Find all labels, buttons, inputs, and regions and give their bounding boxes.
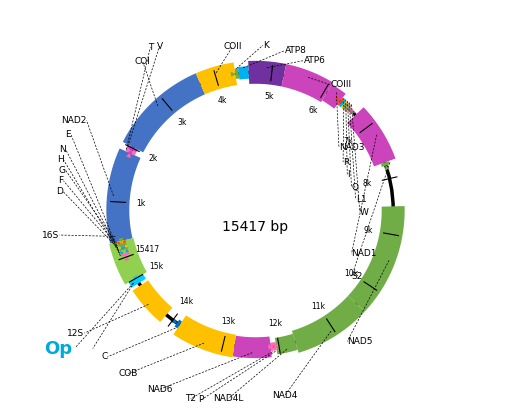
Text: 11k: 11k: [311, 302, 325, 310]
Polygon shape: [348, 206, 405, 312]
Text: COII: COII: [223, 42, 242, 51]
Polygon shape: [270, 342, 274, 351]
Polygon shape: [275, 334, 298, 354]
Text: S2: S2: [352, 272, 363, 281]
Polygon shape: [118, 242, 127, 247]
Polygon shape: [344, 104, 352, 112]
Text: V: V: [156, 42, 162, 50]
Polygon shape: [339, 100, 346, 107]
Polygon shape: [282, 64, 333, 102]
Text: 1k: 1k: [136, 199, 146, 208]
Text: 15417 bp: 15417 bp: [222, 220, 289, 234]
Polygon shape: [119, 247, 128, 252]
Polygon shape: [248, 61, 286, 87]
Polygon shape: [123, 74, 205, 152]
Text: C: C: [101, 352, 107, 361]
Text: L1: L1: [356, 195, 366, 204]
Polygon shape: [292, 296, 365, 353]
Polygon shape: [196, 63, 237, 94]
Text: G: G: [59, 166, 66, 175]
Text: Op: Op: [44, 339, 72, 357]
Polygon shape: [121, 252, 129, 257]
Polygon shape: [119, 245, 127, 249]
Polygon shape: [173, 315, 236, 357]
Polygon shape: [129, 274, 146, 288]
Text: 9k: 9k: [364, 226, 373, 235]
Polygon shape: [106, 148, 141, 244]
Text: NAD4L: NAD4L: [213, 394, 244, 403]
Text: COI: COI: [135, 58, 151, 66]
Text: NAD4: NAD4: [272, 391, 297, 400]
Polygon shape: [347, 107, 396, 166]
Polygon shape: [120, 249, 129, 255]
Text: 12S: 12S: [67, 328, 84, 338]
Text: 15k: 15k: [149, 262, 163, 271]
Text: P: P: [199, 395, 204, 404]
Text: K: K: [263, 41, 269, 50]
Text: NAD1: NAD1: [352, 249, 377, 258]
Polygon shape: [238, 66, 249, 79]
Polygon shape: [341, 101, 348, 109]
Text: 5k: 5k: [264, 92, 274, 100]
Text: ATP6: ATP6: [304, 56, 326, 65]
Text: 2k: 2k: [148, 154, 157, 163]
Text: COB: COB: [119, 369, 138, 378]
Text: 3k: 3k: [177, 118, 187, 126]
Text: 6k: 6k: [308, 106, 318, 115]
Text: 13k: 13k: [222, 317, 236, 326]
Text: 14k: 14k: [179, 297, 194, 306]
Polygon shape: [381, 161, 390, 167]
Polygon shape: [109, 238, 138, 261]
Text: E: E: [65, 130, 71, 139]
Text: ATP8: ATP8: [285, 46, 307, 55]
Text: R: R: [343, 158, 350, 166]
Text: NAD2: NAD2: [61, 116, 86, 125]
Text: W: W: [360, 207, 368, 217]
Text: COIII: COIII: [331, 80, 352, 89]
Text: 10k: 10k: [344, 269, 358, 278]
Text: 7k: 7k: [343, 137, 353, 146]
Polygon shape: [342, 102, 350, 110]
Text: 16S: 16S: [42, 231, 59, 239]
Polygon shape: [235, 68, 239, 79]
Text: 15417: 15417: [135, 245, 160, 254]
Text: F: F: [58, 176, 63, 185]
Polygon shape: [125, 148, 136, 155]
Polygon shape: [127, 145, 137, 152]
Text: T: T: [148, 43, 153, 52]
Text: 8k: 8k: [363, 179, 372, 188]
Polygon shape: [322, 84, 345, 109]
Polygon shape: [273, 342, 277, 351]
Polygon shape: [132, 280, 172, 322]
Polygon shape: [118, 240, 126, 244]
Text: Q: Q: [352, 183, 358, 192]
Text: 4k: 4k: [218, 95, 227, 105]
Text: T2: T2: [185, 394, 196, 403]
Polygon shape: [114, 253, 147, 284]
Text: 12k: 12k: [268, 318, 282, 328]
Text: I: I: [347, 170, 350, 179]
Polygon shape: [233, 336, 272, 358]
Text: H: H: [57, 155, 63, 165]
Text: NAD5: NAD5: [347, 337, 373, 346]
Text: NAD3: NAD3: [339, 143, 364, 152]
Text: D: D: [56, 187, 63, 196]
Polygon shape: [175, 320, 182, 328]
Polygon shape: [337, 98, 344, 106]
Text: N: N: [59, 145, 66, 154]
Text: NAD6: NAD6: [147, 385, 172, 394]
